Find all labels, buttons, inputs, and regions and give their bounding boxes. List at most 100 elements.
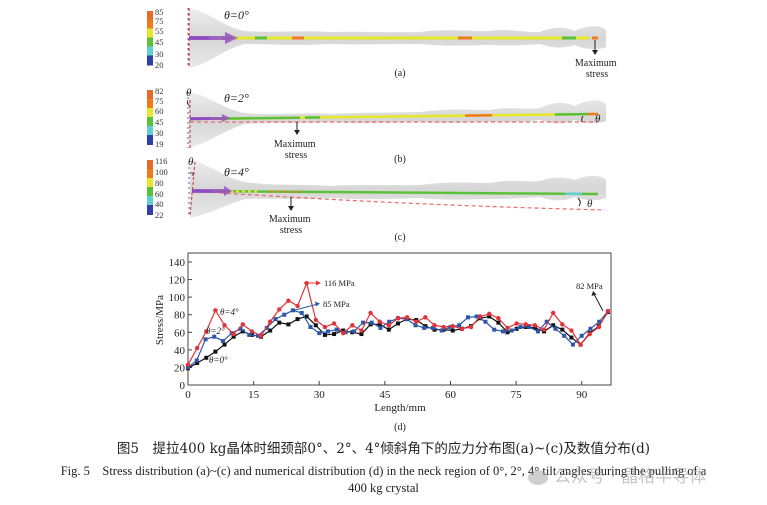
data-point: [290, 308, 295, 313]
annotation-116: 116 MPa: [304, 278, 355, 288]
data-point: [578, 342, 583, 347]
data-point: [477, 314, 483, 319]
data-point: [468, 324, 474, 330]
annotation-85: 85 MPa: [294, 299, 350, 311]
pull-arrow-b: [190, 114, 230, 122]
data-point: [222, 342, 227, 347]
data-point: [231, 331, 236, 337]
max-stress-annotation-b: Maximum stress: [274, 139, 318, 161]
panel-label-b: (b): [394, 154, 406, 165]
data-point: [317, 331, 322, 336]
y-tick-label: 140: [169, 257, 186, 269]
data-point: [282, 312, 287, 317]
data-point: [332, 332, 337, 337]
legend-tick: 30: [155, 128, 164, 138]
neck-body-b: [189, 92, 606, 148]
data-point: [457, 323, 462, 328]
data-point: [541, 327, 547, 332]
legend-tick: 45: [155, 117, 164, 127]
data-point: [334, 327, 339, 332]
data-point: [487, 311, 492, 317]
data-point: [505, 325, 510, 331]
data-point: [255, 333, 260, 338]
x-tick-label: 60: [445, 389, 457, 401]
data-point: [299, 310, 304, 315]
legend-tick: 85: [155, 7, 164, 17]
data-point: [368, 310, 373, 316]
data-point: [487, 314, 492, 319]
data-point: [535, 329, 540, 334]
series-label-2deg: θ=2°: [206, 326, 225, 336]
data-point: [220, 339, 225, 344]
plot-frame: [187, 252, 612, 386]
data-point: [395, 321, 400, 326]
series-label-4deg: θ=4°: [220, 307, 239, 317]
data-point: [474, 314, 479, 319]
legend-tick: 116: [155, 156, 167, 166]
color-legend-c: 116 100 80 60 40 22: [147, 156, 168, 220]
x-tick-label: 0: [185, 389, 191, 401]
data-point: [430, 325, 435, 330]
svg-text:82 MPa: 82 MPa: [576, 281, 603, 291]
data-point: [185, 362, 191, 367]
pull-arrow-c: [192, 186, 232, 196]
data-point: [341, 328, 346, 333]
data-point: [605, 309, 611, 314]
data-point: [596, 324, 602, 330]
data-point: [560, 327, 565, 332]
data-point: [404, 315, 410, 320]
reference-line-c: [191, 190, 606, 211]
color-legend-b: 82 75 60 45 30 19: [147, 86, 164, 149]
legend-tick: 82: [155, 86, 164, 96]
x-axis-label: Length/mm: [374, 402, 426, 414]
legend-tick: 100: [155, 167, 168, 177]
data-point: [569, 328, 574, 333]
data-point: [240, 329, 245, 334]
watermark: 公众号 · 晶格半导体: [528, 462, 706, 487]
y-tick-label: 80: [174, 310, 186, 322]
data-point: [492, 327, 497, 332]
data-point: [387, 319, 392, 324]
data-point: [483, 319, 488, 324]
watermark-text: 公众号 · 晶格半导体: [554, 467, 707, 487]
data-point: [304, 314, 309, 319]
series-layer: [185, 280, 611, 371]
legend-tick: 20: [155, 60, 164, 70]
data-point: [560, 322, 565, 327]
data-point: [422, 325, 427, 330]
data-point: [204, 355, 209, 360]
data-point: [213, 308, 218, 313]
data-point: [459, 326, 465, 331]
data-point: [359, 332, 364, 337]
legend-tick: 75: [155, 16, 164, 26]
theta-symbol-c-right: θ: [587, 198, 593, 210]
theta-symbol-b-right: θ: [595, 113, 601, 125]
data-point: [505, 330, 510, 335]
data-point: [386, 327, 391, 332]
stress-line-b: [189, 112, 599, 121]
data-point: [414, 319, 419, 324]
data-point: [465, 315, 470, 320]
data-point: [518, 325, 523, 330]
data-point: [295, 303, 300, 309]
angle-label-b: θ=2°: [224, 91, 249, 105]
y-tick-label: 0: [180, 380, 186, 392]
data-point: [194, 345, 200, 351]
y-axis: 0 20 40 60 80 100 120 140: [169, 257, 192, 392]
data-point: [532, 323, 538, 328]
data-point: [579, 333, 584, 338]
legend-tick: 60: [155, 189, 164, 199]
data-point: [313, 323, 318, 328]
legend-tick: 45: [155, 37, 164, 47]
data-point: [369, 320, 374, 325]
data-point: [413, 323, 418, 328]
data-point: [277, 307, 282, 312]
panel-b: 82 75 60 45 30 19 θ θ=2° Maximum stress: [147, 86, 606, 165]
data-point: [550, 310, 556, 316]
y-tick-label: 40: [174, 345, 186, 357]
caption-chinese: 图5 提拉400 kg晶体时细颈部0°、2°、4°倾斜角下的应力分布图(a)~(…: [116, 441, 651, 457]
data-point: [203, 337, 208, 342]
data-point: [450, 323, 455, 329]
data-point: [352, 329, 357, 334]
x-axis: 0 15 30 45 60 75 90: [185, 381, 588, 401]
